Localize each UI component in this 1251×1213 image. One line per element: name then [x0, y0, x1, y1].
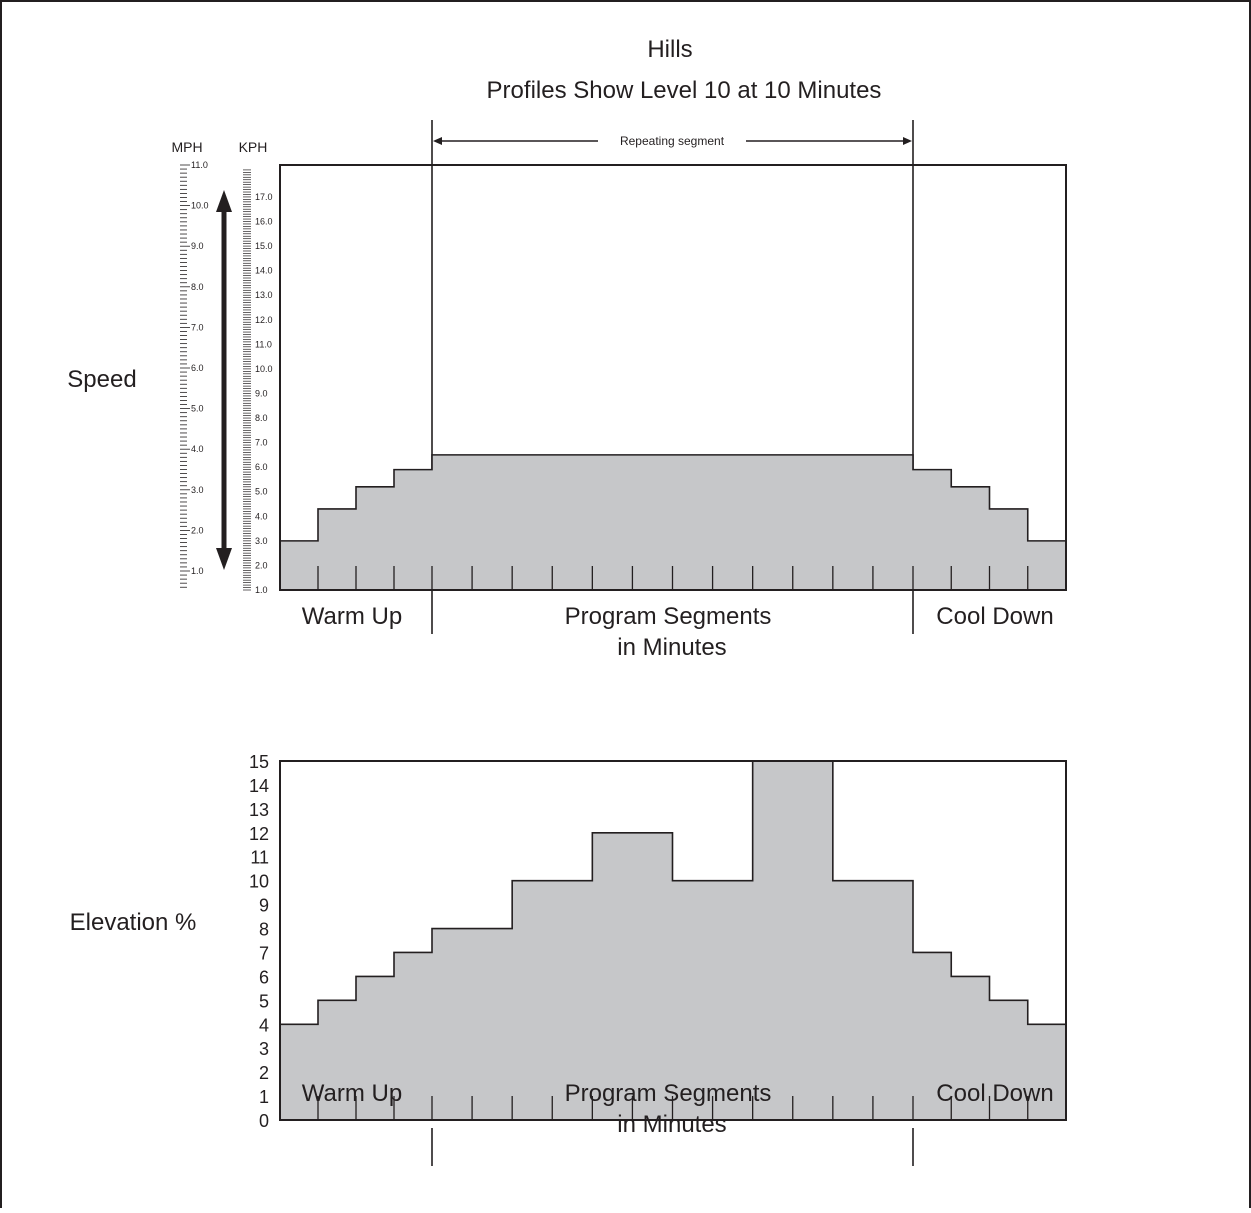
elevation-y-tick-label: 2 [259, 1063, 269, 1083]
mph-tick-label: 8.0 [191, 282, 204, 292]
kph-tick-label: 11.0 [255, 339, 272, 349]
kph-tick-label: 17.0 [255, 192, 273, 202]
kph-tick-label: 12.0 [255, 315, 273, 325]
mph-tick-label: 1.0 [191, 566, 204, 576]
elevation-y-tick-label: 15 [249, 752, 269, 772]
mph-tick-label: 7.0 [191, 322, 204, 332]
elevation-y-tick-label: 11 [250, 848, 269, 868]
kph-tick-label: 10.0 [255, 364, 273, 374]
kph-tick-label: 2.0 [255, 560, 268, 570]
speed-axis-label: Speed [67, 366, 136, 393]
elev-xlabel-program-line2: in Minutes [617, 1111, 726, 1138]
kph-tick-label: 13.0 [255, 290, 273, 300]
chart-subtitle: Profiles Show Level 10 at 10 Minutes [487, 77, 882, 104]
speed-range-arrow-icon [216, 190, 232, 570]
elevation-y-tick-label: 0 [259, 1111, 269, 1131]
mph-tick-label: 10.0 [191, 201, 209, 211]
mph-tick-label: 11.0 [191, 160, 208, 170]
elevation-y-tick-label: 3 [259, 1039, 269, 1059]
elevation-plot-area [279, 760, 1067, 1121]
repeat-arrowhead-left-icon [433, 137, 442, 145]
elev-xlabel-cooldown: Cool Down [936, 1080, 1053, 1107]
kph-tick-label: 6.0 [255, 462, 268, 472]
mph-tick-label: 9.0 [191, 241, 204, 251]
elev-xlabel-warmup: Warm Up [302, 1080, 402, 1107]
kph-tick-label: 1.0 [255, 585, 268, 595]
elevation-axis-label: Elevation % [70, 909, 197, 936]
kph-tick-label: 16.0 [255, 217, 273, 227]
kph-tick-label: 4.0 [255, 511, 268, 521]
speed-xlabel-program-line2: in Minutes [617, 634, 726, 661]
speed-plot-area [279, 164, 1067, 591]
elevation-y-tick-label: 14 [249, 776, 269, 796]
elevation-y-tick-label: 9 [259, 896, 269, 916]
kph-tick-label: 14.0 [255, 266, 273, 276]
kph-tick-label: 15.0 [255, 241, 273, 251]
elevation-y-tick-label: 10 [249, 872, 269, 892]
kph-tick-label: 8.0 [255, 413, 268, 423]
elevation-y-tick-label: 12 [249, 824, 269, 844]
mph-tick-label: 6.0 [191, 363, 204, 373]
kph-tick-label: 7.0 [255, 438, 268, 448]
mph-tick-label: 5.0 [191, 404, 204, 414]
elevation-y-tick-label: 7 [259, 943, 269, 963]
elevation-y-tick-label: 8 [259, 920, 269, 940]
speed-scales: 11.0 10.0 9.0 8.0 7.0 6.0 5.0 4.0 3.0 2.0 1.0 17.0 1… [180, 160, 273, 595]
kph-tick-label: 3.0 [255, 536, 268, 546]
kph-tick-label: 9.0 [255, 388, 268, 398]
elevation-y-tick-label: 13 [249, 800, 269, 820]
speed-xlabel-cooldown: Cool Down [936, 603, 1053, 630]
chart-title: Hills [647, 36, 692, 63]
speed-chart: Speed MPH KPH 11.0 10.0 9.0 8.0 7.0 6.0 5.0 4.0… [67, 139, 1067, 661]
repeat-label: Repeating segment [620, 134, 725, 148]
speed-xlabel-program-line1: Program Segments [565, 603, 772, 630]
speed-xlabel-warmup: Warm Up [302, 603, 402, 630]
kph-unit-label: KPH [239, 139, 268, 155]
elevation-y-tick-label: 1 [259, 1087, 269, 1107]
mph-tick-label: 3.0 [191, 485, 204, 495]
mph-unit-label: MPH [171, 139, 202, 155]
elevation-y-tick-label: 4 [259, 1015, 269, 1035]
kph-tick-label: 5.0 [255, 487, 268, 497]
elevation-y-tick-label: 6 [259, 967, 269, 987]
mph-tick-label: 4.0 [191, 444, 204, 454]
elev-xlabel-program-line1: Program Segments [565, 1080, 772, 1107]
elevation-profile-area [279, 760, 1067, 1121]
elevation-y-tick-label: 5 [259, 991, 269, 1011]
mph-tick-label: 2.0 [191, 525, 204, 535]
repeat-arrowhead-right-icon [903, 137, 912, 145]
speed-profile-area [279, 454, 1067, 591]
